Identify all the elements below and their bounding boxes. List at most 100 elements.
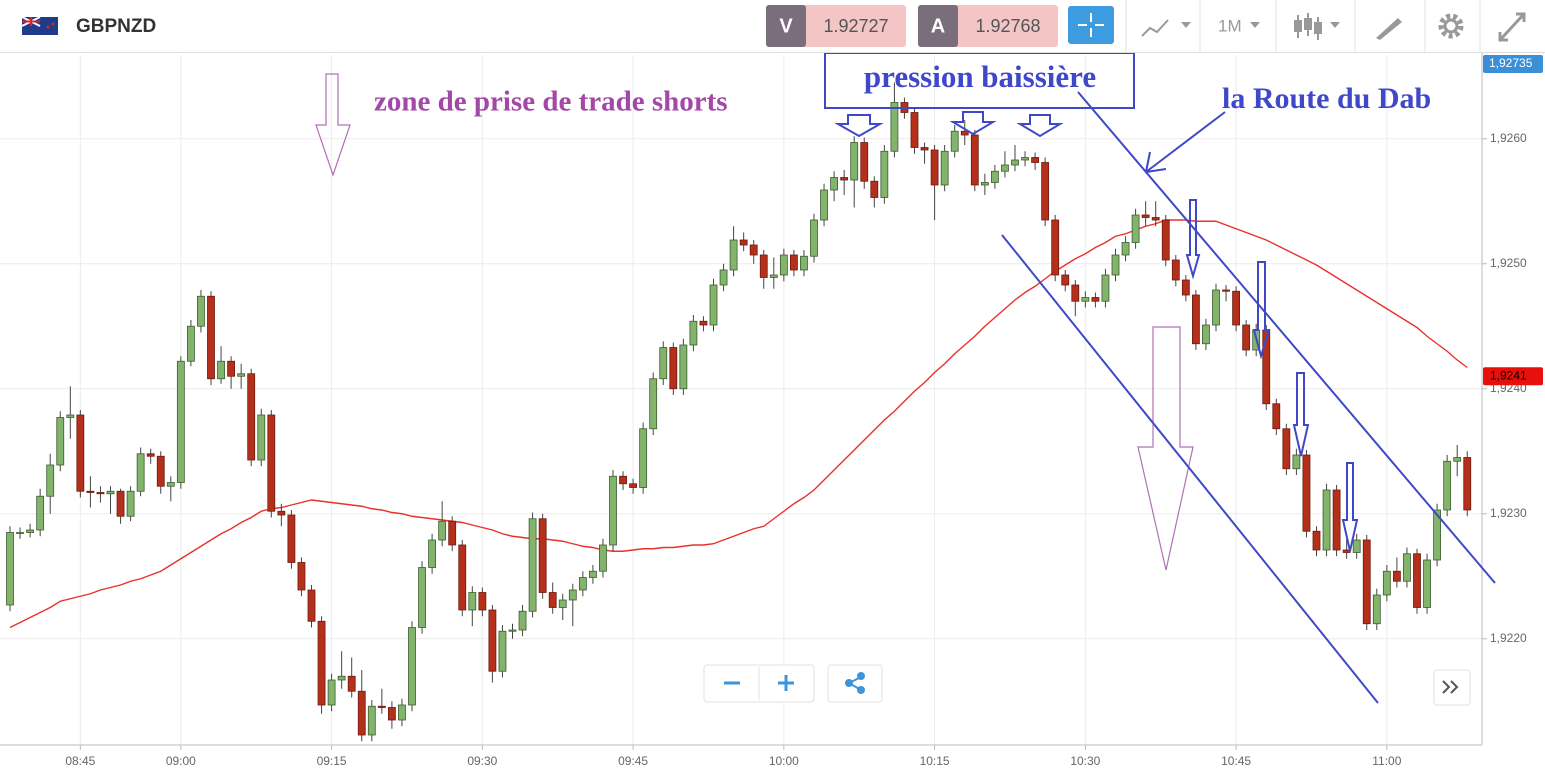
x-tick-label: 09:15 (317, 754, 347, 768)
price-tag (1483, 367, 1543, 386)
draw-icon (1376, 18, 1402, 40)
candle-body (820, 189, 828, 221)
pointer-line (1145, 111, 1226, 173)
chart-type-icon (1141, 19, 1169, 37)
x-tick-label: 11:00 (1372, 754, 1401, 768)
candle-body (367, 705, 376, 736)
candle-body (930, 149, 939, 186)
candle-body (408, 627, 416, 706)
candle-body (1232, 290, 1240, 326)
down-arrow (949, 111, 997, 136)
candle-body (1061, 274, 1070, 286)
candle-body (659, 347, 668, 380)
candle-body (1423, 559, 1431, 608)
down-arrow (1341, 462, 1359, 552)
moving-average-line (9, 219, 1468, 629)
candle-body (649, 378, 658, 430)
candle-body (991, 170, 999, 183)
down-arrow (1292, 372, 1310, 457)
candle-body (186, 325, 195, 362)
candle-body (377, 705, 386, 708)
candle-body (247, 373, 256, 461)
candle-body (1292, 454, 1301, 470)
candle-body (679, 344, 688, 390)
candle-body (1031, 157, 1039, 163)
down-arrow (1185, 199, 1201, 280)
candle-body (207, 295, 215, 380)
candle-body (1202, 324, 1210, 345)
candle-body (398, 704, 406, 721)
candle-body (518, 610, 527, 631)
candle-body (1413, 553, 1421, 608)
candle-body (307, 589, 316, 622)
plus-icon (778, 675, 794, 691)
indicators-icon (1304, 18, 1312, 30)
share-dot (845, 679, 853, 687)
candle-body (287, 514, 296, 563)
candle-body (1091, 297, 1100, 302)
buy-label-bg (918, 5, 958, 47)
x-tick-label: 10:15 (920, 754, 950, 768)
candle-body (26, 529, 35, 533)
candle-body (669, 347, 678, 390)
candle-body (578, 577, 587, 591)
candle-body (1372, 594, 1381, 625)
candle-body (237, 373, 246, 377)
candle-body (1021, 157, 1029, 161)
crosshair-button[interactable] (1068, 6, 1114, 44)
candle-body (1403, 553, 1411, 582)
candle-body (418, 567, 426, 628)
share-dot (857, 686, 865, 694)
settings-button[interactable] (1426, 0, 1480, 52)
share-dot (857, 672, 865, 680)
candle-body (387, 707, 396, 721)
crosshair-icon (1078, 13, 1104, 37)
candle-body (76, 414, 85, 492)
candle-body (1272, 403, 1281, 430)
candle-body (1011, 159, 1019, 166)
candle-body (980, 182, 989, 186)
indicators-icon (1294, 20, 1302, 32)
candle-body (870, 180, 879, 198)
candle-body (619, 475, 627, 485)
candle-body (478, 592, 487, 611)
moving-average-layer (9, 219, 1468, 629)
dropdown-caret (1330, 22, 1340, 28)
candle-body (277, 510, 286, 516)
candle-body (1302, 454, 1311, 532)
candle-body (468, 592, 477, 611)
down-arrow (1016, 114, 1064, 138)
pointer-head (1145, 151, 1167, 173)
share-button[interactable] (827, 664, 883, 703)
buy-price: 1.92768 (975, 16, 1040, 36)
candle-body (146, 453, 155, 457)
candle-body (498, 630, 507, 672)
candle-body (176, 360, 185, 483)
candle-body (1111, 254, 1120, 276)
top-price-tag (1483, 55, 1543, 73)
candle-body (1433, 509, 1441, 561)
x-tick-label: 09:00 (166, 754, 196, 768)
candle-body (589, 570, 597, 578)
scroll-end-button[interactable] (1433, 669, 1471, 706)
channel-line (1001, 234, 1379, 704)
candle-body (1181, 279, 1190, 296)
candle-body (126, 490, 135, 517)
sell-label: V (779, 15, 793, 37)
candle-body (337, 675, 346, 681)
candle-body (438, 520, 447, 541)
candle-body (1151, 217, 1160, 221)
indicators-icon (1314, 22, 1322, 34)
candle-body (1453, 457, 1462, 462)
candle-body (1242, 324, 1251, 351)
candle-body (840, 177, 849, 181)
annotation-text: la Route du Dab (1222, 82, 1431, 115)
candle-body (1001, 164, 1009, 172)
candle-body (106, 490, 115, 495)
candle-body (759, 254, 768, 278)
candle-body (357, 690, 366, 736)
candle-body (850, 142, 859, 181)
candle-body (558, 599, 567, 608)
y-tick-label: 1,9230 (1490, 506, 1527, 520)
candle-body (538, 518, 547, 593)
